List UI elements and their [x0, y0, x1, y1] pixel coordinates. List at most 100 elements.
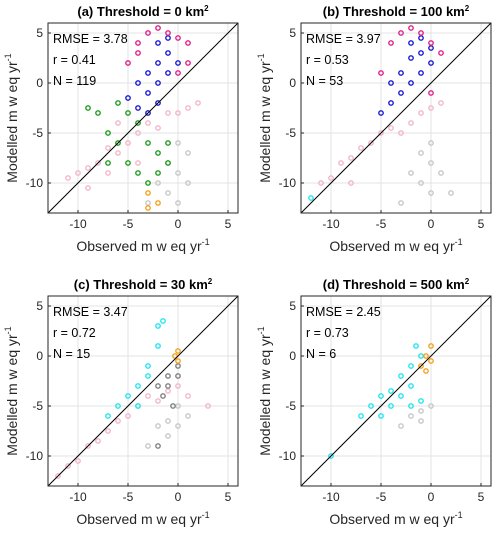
y-axis-label: Modelled m w eq yr-1	[3, 326, 20, 455]
data-point-blue	[408, 40, 414, 46]
data-point-grey	[418, 180, 424, 186]
stat-label: N = 6	[306, 347, 336, 361]
data-point-grey	[155, 180, 161, 186]
data-point-cyan	[398, 393, 404, 399]
data-point-blue	[388, 100, 394, 106]
data-point-blue	[145, 110, 151, 116]
data-point-blue	[155, 80, 161, 86]
data-point-cyan	[378, 393, 384, 399]
stat-label: r = 0.41	[53, 53, 96, 67]
data-point-pink	[418, 110, 424, 116]
one-to-one-line	[300, 295, 492, 487]
y-tick-label: 0	[36, 76, 43, 90]
data-point-grey	[428, 160, 434, 166]
data-point-orange	[175, 348, 181, 354]
data-point-pink	[105, 145, 111, 151]
y-tick-label: 0	[289, 76, 296, 90]
panel-title-text: Threshold = 0 km	[97, 4, 204, 19]
stat-label: r = 0.73	[306, 326, 349, 340]
data-point-pink	[125, 413, 131, 419]
data-point-pink	[105, 170, 111, 176]
plot-frame	[300, 295, 492, 487]
data-point-grey	[398, 423, 404, 429]
data-point-cyan	[378, 413, 384, 419]
panel-title-superscript: 2	[465, 4, 470, 13]
data-point-pink	[65, 463, 71, 469]
data-point-blue	[175, 60, 181, 66]
y-tick-label: -10	[26, 449, 44, 463]
panel-title: (b) Threshold = 100 km2	[323, 4, 470, 19]
data-point-pink	[185, 105, 191, 111]
y-axis-label: Modelled m w eq yr-1	[256, 53, 273, 182]
data-point-blue	[418, 70, 424, 76]
data-point-grey	[175, 140, 181, 146]
data-point-darkgrey	[160, 393, 166, 399]
data-point-grey	[175, 170, 181, 176]
data-point-orange	[428, 358, 434, 364]
y-tick-label: -10	[279, 176, 297, 190]
panel-title-text: Threshold = 100 km	[343, 4, 465, 19]
data-point-blue	[408, 55, 414, 61]
data-point-darkgrey	[165, 373, 171, 379]
data-point-pink	[105, 428, 111, 434]
data-point-pink	[145, 393, 151, 399]
data-point-pink	[95, 160, 101, 166]
x-tick-label: 5	[225, 217, 232, 231]
data-point-green	[115, 100, 121, 106]
plot-frame	[300, 22, 492, 214]
data-point-cyan	[145, 363, 151, 369]
data-point-darkgrey	[175, 373, 181, 379]
data-point-pink	[348, 180, 354, 186]
y-tick-label: 5	[289, 26, 296, 40]
data-point-cyan	[368, 403, 374, 409]
data-point-cyan	[398, 373, 404, 379]
data-point-green	[135, 170, 141, 176]
data-point-pink	[388, 125, 394, 131]
data-point-green	[145, 180, 151, 186]
data-point-magenta	[438, 50, 444, 56]
data-point-blue	[388, 80, 394, 86]
data-point-pink	[135, 130, 141, 136]
data-point-pink	[75, 170, 81, 176]
x-axis-label: Observed m w eq yr-1	[329, 510, 462, 527]
data-point-pink	[338, 160, 344, 166]
data-point-pink	[185, 393, 191, 399]
data-point-grey	[428, 140, 434, 146]
data-point-green	[165, 160, 171, 166]
data-point-orange	[423, 368, 429, 374]
stat-label: N = 53	[306, 74, 343, 88]
one-to-one-line	[300, 22, 492, 214]
panel-title-text: Threshold = 500 km	[343, 277, 465, 292]
y-tick-label: -10	[279, 449, 297, 463]
data-point-darkgrey	[165, 383, 171, 389]
data-point-darkgrey	[155, 443, 161, 449]
data-point-cyan	[408, 363, 414, 369]
data-point-blue	[165, 70, 171, 76]
stat-label: N = 119	[53, 74, 96, 88]
data-point-orange	[145, 205, 151, 211]
data-point-pink	[348, 155, 354, 161]
data-point-pink	[95, 438, 101, 444]
data-point-grey	[428, 190, 434, 196]
data-point-orange	[428, 343, 434, 349]
one-to-one-line	[47, 295, 239, 487]
data-point-grey	[185, 413, 191, 419]
panel-title-superscript: 2	[204, 4, 209, 13]
data-point-orange	[175, 358, 181, 364]
data-point-grey	[145, 443, 151, 449]
x-tick-label: 5	[225, 490, 232, 504]
data-point-orange	[423, 353, 429, 359]
data-point-green	[155, 150, 161, 156]
data-point-pink	[175, 110, 181, 116]
data-point-cyan	[413, 343, 419, 349]
data-point-pink	[328, 175, 334, 181]
data-point-green	[135, 120, 141, 126]
data-point-darkgrey	[170, 403, 176, 409]
data-point-magenta	[185, 40, 191, 46]
stat-label: r = 0.53	[306, 53, 349, 67]
data-point-pink	[85, 443, 91, 449]
data-point-pink	[155, 125, 161, 131]
data-point-pink	[115, 120, 121, 126]
data-point-blue	[145, 90, 151, 96]
